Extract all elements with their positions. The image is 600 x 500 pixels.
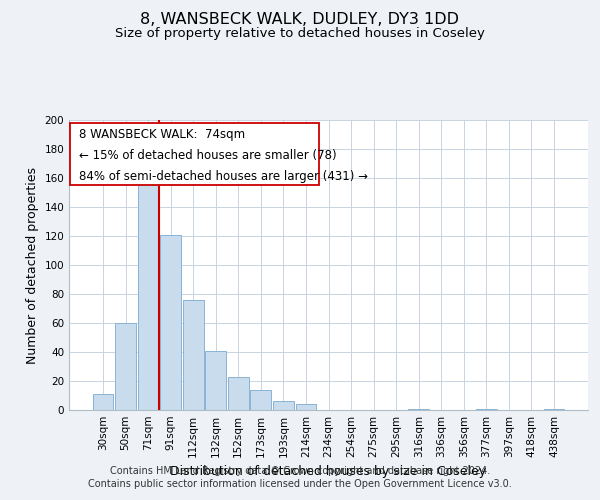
FancyBboxPatch shape	[70, 123, 319, 185]
Text: Size of property relative to detached houses in Coseley: Size of property relative to detached ho…	[115, 28, 485, 40]
Bar	[250, 390, 271, 410]
Text: 8 WANSBECK WALK:  74sqm: 8 WANSBECK WALK: 74sqm	[79, 128, 245, 141]
Bar	[476, 408, 497, 410]
Text: 8, WANSBECK WALK, DUDLEY, DY3 1DD: 8, WANSBECK WALK, DUDLEY, DY3 1DD	[140, 12, 460, 28]
Bar	[183, 300, 203, 410]
Bar	[137, 181, 158, 410]
Bar	[273, 402, 294, 410]
Text: ← 15% of detached houses are smaller (78): ← 15% of detached houses are smaller (78…	[79, 149, 337, 162]
Bar	[409, 408, 429, 410]
Bar	[160, 234, 181, 410]
Bar	[544, 408, 565, 410]
Bar	[92, 394, 113, 410]
Y-axis label: Number of detached properties: Number of detached properties	[26, 166, 39, 364]
Text: Contains HM Land Registry data © Crown copyright and database right 2024.: Contains HM Land Registry data © Crown c…	[110, 466, 490, 476]
Bar	[205, 350, 226, 410]
Bar	[296, 404, 316, 410]
Bar	[228, 376, 248, 410]
X-axis label: Distribution of detached houses by size in Coseley: Distribution of detached houses by size …	[170, 466, 487, 478]
Bar	[115, 323, 136, 410]
Text: Contains public sector information licensed under the Open Government Licence v3: Contains public sector information licen…	[88, 479, 512, 489]
Text: 84% of semi-detached houses are larger (431) →: 84% of semi-detached houses are larger (…	[79, 170, 368, 183]
